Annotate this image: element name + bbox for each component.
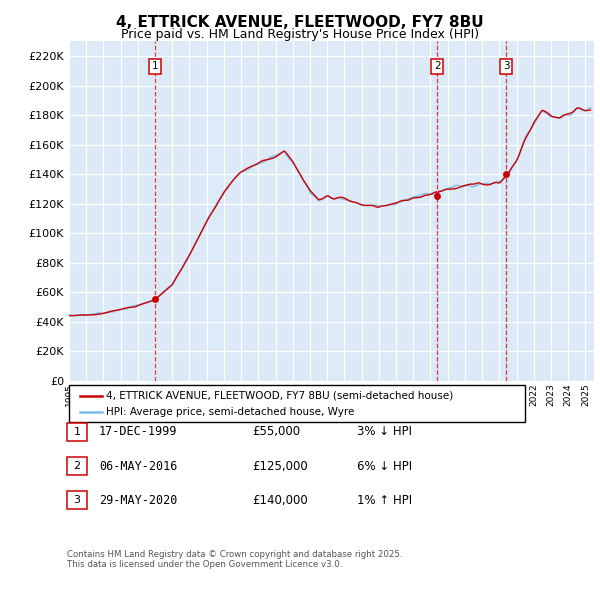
Text: Price paid vs. HM Land Registry's House Price Index (HPI): Price paid vs. HM Land Registry's House … <box>121 28 479 41</box>
Text: Contains HM Land Registry data © Crown copyright and database right 2025.
This d: Contains HM Land Registry data © Crown c… <box>67 550 403 569</box>
Text: 3% ↓ HPI: 3% ↓ HPI <box>357 425 412 438</box>
Text: £55,000: £55,000 <box>252 425 300 438</box>
Text: 1: 1 <box>74 427 80 437</box>
Text: £140,000: £140,000 <box>252 494 308 507</box>
Text: 1: 1 <box>152 61 158 71</box>
Text: 2: 2 <box>434 61 440 71</box>
Text: 29-MAY-2020: 29-MAY-2020 <box>99 494 178 507</box>
Text: 2: 2 <box>74 461 80 471</box>
Text: 4, ETTRICK AVENUE, FLEETWOOD, FY7 8BU: 4, ETTRICK AVENUE, FLEETWOOD, FY7 8BU <box>116 15 484 30</box>
Text: HPI: Average price, semi-detached house, Wyre: HPI: Average price, semi-detached house,… <box>106 407 355 417</box>
Text: 1% ↑ HPI: 1% ↑ HPI <box>357 494 412 507</box>
Text: 3: 3 <box>74 496 80 505</box>
Text: 6% ↓ HPI: 6% ↓ HPI <box>357 460 412 473</box>
Text: 3: 3 <box>503 61 509 71</box>
Text: £125,000: £125,000 <box>252 460 308 473</box>
Text: 06-MAY-2016: 06-MAY-2016 <box>99 460 178 473</box>
Text: 17-DEC-1999: 17-DEC-1999 <box>99 425 178 438</box>
Text: 4, ETTRICK AVENUE, FLEETWOOD, FY7 8BU (semi-detached house): 4, ETTRICK AVENUE, FLEETWOOD, FY7 8BU (s… <box>106 391 454 401</box>
